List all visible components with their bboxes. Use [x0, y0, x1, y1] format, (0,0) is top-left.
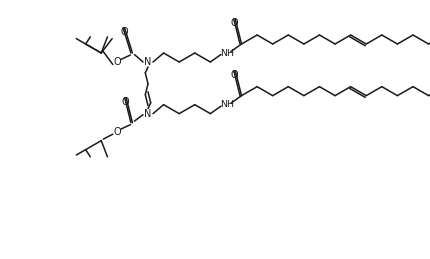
- Text: O: O: [120, 27, 128, 37]
- Text: O: O: [113, 57, 120, 67]
- Text: O: O: [121, 97, 129, 107]
- Text: NH: NH: [219, 48, 233, 57]
- Text: O: O: [230, 18, 237, 28]
- Text: O: O: [230, 70, 237, 80]
- Text: NH: NH: [219, 100, 233, 109]
- Text: N: N: [144, 109, 151, 119]
- Text: N: N: [144, 57, 151, 67]
- Text: O: O: [113, 127, 120, 137]
